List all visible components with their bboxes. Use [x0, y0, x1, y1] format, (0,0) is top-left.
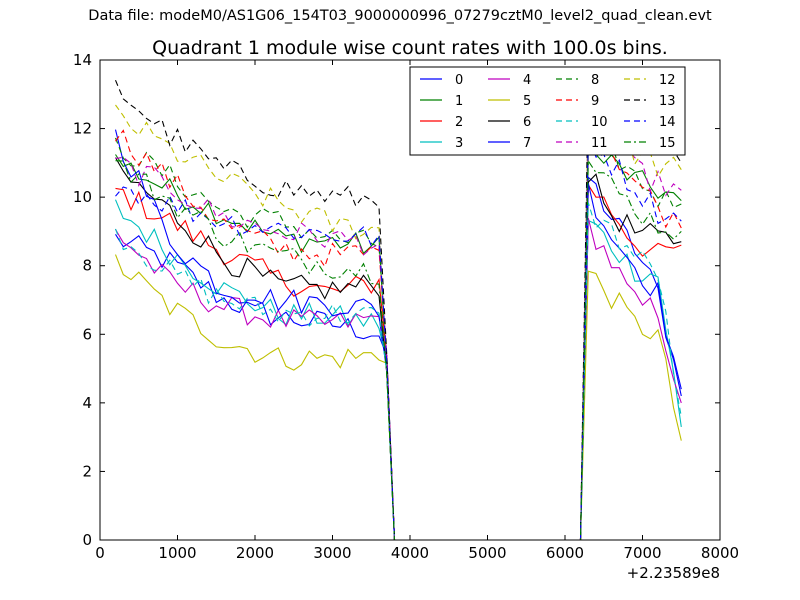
legend-label-4: 4	[523, 73, 531, 88]
y-tick-label: 8	[82, 257, 92, 275]
x-tick-label: 6000	[546, 544, 584, 562]
series-line-4	[115, 218, 682, 541]
x-tick-label: 1000	[158, 544, 196, 562]
series-line-10	[114, 202, 682, 541]
legend-label-9: 9	[591, 94, 599, 109]
series-line-8	[114, 132, 682, 541]
series-line-12	[115, 98, 682, 541]
legend-label-6: 6	[523, 115, 531, 130]
series-line-14	[115, 137, 682, 541]
x-tick-label: 4000	[391, 544, 429, 562]
figure-suptitle: Data file: modeM0/AS1G06_154T03_90000009…	[88, 8, 712, 24]
chart-title: Quadrant 1 module wise count rates with …	[152, 37, 668, 59]
legend-label-8: 8	[591, 73, 599, 88]
legend-label-14: 14	[659, 115, 676, 130]
y-tick-label: 2	[82, 462, 92, 480]
legend-label-0: 0	[455, 73, 463, 88]
series-line-7	[114, 129, 682, 541]
y-tick-label: 12	[73, 120, 92, 138]
legend-label-7: 7	[523, 136, 531, 151]
series-line-3	[114, 199, 682, 541]
x-tick-label: 5000	[468, 544, 506, 562]
legend-label-5: 5	[523, 94, 531, 109]
series-line-2	[115, 183, 682, 541]
legend-label-12: 12	[659, 73, 676, 88]
x-tick-label: 0	[95, 544, 105, 562]
x-tick-label: 8000	[701, 544, 739, 562]
y-tick-label: 10	[73, 188, 92, 206]
series-line-5	[114, 254, 682, 541]
x-tick-label: 7000	[623, 544, 661, 562]
series-line-9	[115, 128, 682, 541]
series-line-1	[115, 151, 682, 541]
y-tick-label: 6	[82, 325, 92, 343]
legend-label-10: 10	[591, 115, 608, 130]
x-tick-label: 2000	[236, 544, 274, 562]
y-tick-label: 0	[82, 531, 92, 549]
legend-box	[409, 66, 686, 156]
legend-label-2: 2	[455, 115, 463, 130]
legend-label-11: 11	[591, 136, 608, 151]
y-tick-label: 4	[82, 394, 92, 412]
legend-label-1: 1	[455, 94, 463, 109]
legend-label-13: 13	[659, 94, 676, 109]
axis-ticks: 0 1000 2000 3000 4000 5000 6000 7000 80000246810…	[73, 51, 739, 562]
y-tick-label: 14	[73, 51, 92, 69]
legend-label-3: 3	[455, 136, 463, 151]
series-line-6	[115, 157, 682, 541]
x-tick-label: 3000	[313, 544, 351, 562]
series-line-11	[115, 103, 682, 541]
x-axis-offset-label: +2.23589e8	[627, 564, 720, 582]
legend-label-15: 15	[659, 136, 676, 151]
